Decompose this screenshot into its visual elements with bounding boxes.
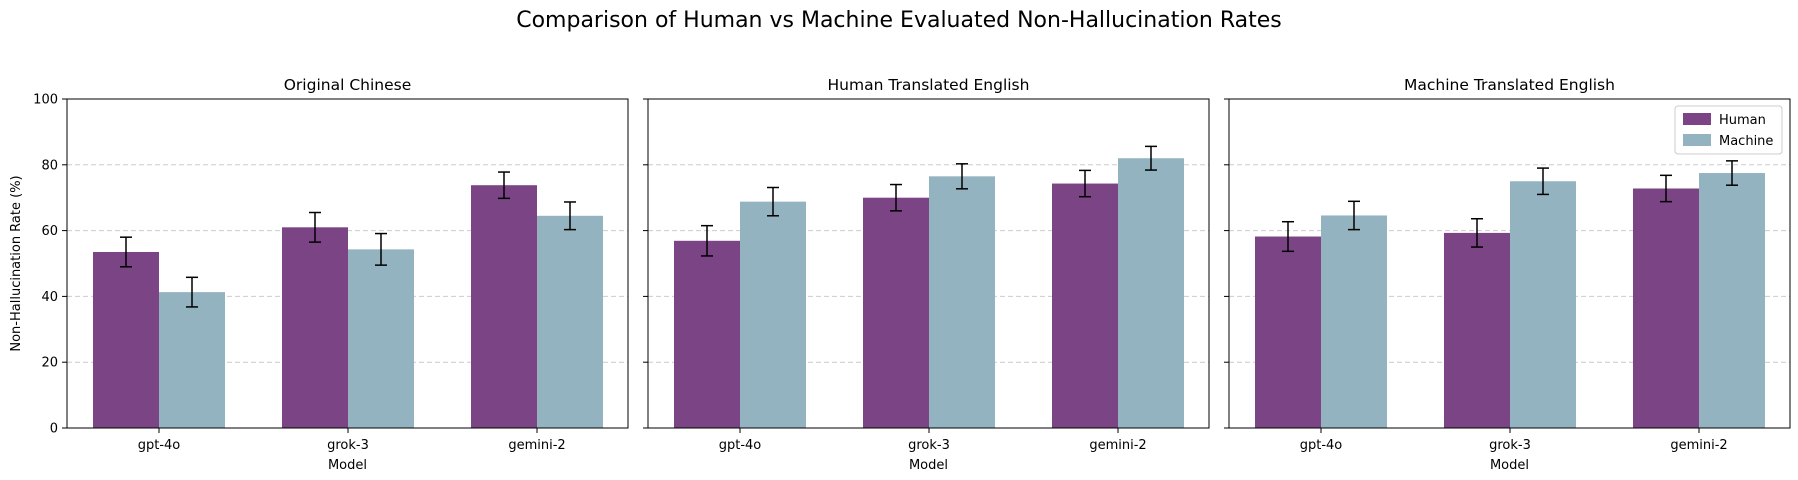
x-tick-label: grok-3: [908, 438, 950, 453]
x-axis-label: Model: [328, 458, 367, 473]
bar-machine: [537, 215, 603, 428]
bar-human: [1633, 188, 1699, 428]
y-tick-label: 20: [41, 356, 58, 371]
x-tick-label: gemini-2: [1089, 438, 1146, 453]
subplot-title: Machine Translated English: [1404, 76, 1615, 94]
legend-swatch-machine: [1683, 134, 1711, 146]
bar-machine: [348, 249, 414, 428]
subplot-title: Human Translated English: [828, 76, 1030, 94]
bar-machine: [1699, 173, 1765, 428]
bar-human: [1052, 183, 1118, 428]
legend-label-human: Human: [1719, 113, 1766, 128]
x-tick-label: gemini-2: [1670, 438, 1727, 453]
legend: Human Machine: [1674, 105, 1783, 155]
legend-label-machine: Machine: [1719, 134, 1773, 149]
x-axis-label: Model: [909, 458, 948, 473]
bar-human: [1255, 236, 1321, 428]
subplot-title: Original Chinese: [284, 76, 412, 94]
bar-machine: [929, 176, 995, 428]
bar-human: [282, 227, 348, 428]
x-tick-label: grok-3: [1489, 438, 1531, 453]
figure-title: Comparison of Human vs Machine Evaluated…: [516, 8, 1282, 33]
y-tick-label: 100: [33, 93, 58, 108]
bar-machine: [1321, 215, 1387, 428]
x-tick-label: grok-3: [327, 438, 369, 453]
chart-panel-3: gpt-4o grok-3 gemini-2 Machine Translated E…: [1224, 76, 1791, 473]
bar-machine: [740, 201, 806, 428]
bar-human: [863, 197, 929, 428]
bar-machine: [159, 292, 225, 428]
x-tick-label: gpt-4o: [719, 438, 762, 453]
bar-human: [93, 251, 159, 428]
chart-panels: gpt-4o grok-3 gemini-2 0 20 40 60 80 100 Original…: [9, 76, 1791, 473]
y-axis-label: Non-Hallucination Rate (%): [9, 175, 24, 351]
x-tick-label: gpt-4o: [138, 438, 181, 453]
x-tick-label: gpt-4o: [1300, 438, 1343, 453]
axes-frame: [647, 98, 1210, 429]
bar-human: [471, 185, 537, 428]
bar-human: [674, 240, 740, 428]
x-tick-label: gemini-2: [508, 438, 565, 453]
legend-swatch-human: [1683, 113, 1711, 125]
chart-panel-1: gpt-4o grok-3 gemini-2 0 20 40 60 80 100 Original…: [9, 76, 629, 473]
bar-machine: [1510, 181, 1576, 428]
y-tick-label: 0: [50, 422, 58, 437]
y-tick-label: 40: [41, 290, 58, 305]
x-axis-label: Model: [1490, 458, 1529, 473]
bar-human: [1444, 232, 1510, 428]
y-tick-label: 60: [41, 224, 58, 239]
axes-frame: [66, 98, 629, 429]
bar-machine: [1118, 158, 1184, 428]
y-tick-label: 80: [41, 158, 58, 173]
chart-panel-2: gpt-4o grok-3 gemini-2 Human Translated Eng…: [643, 76, 1210, 473]
axes-frame: [1228, 98, 1791, 429]
